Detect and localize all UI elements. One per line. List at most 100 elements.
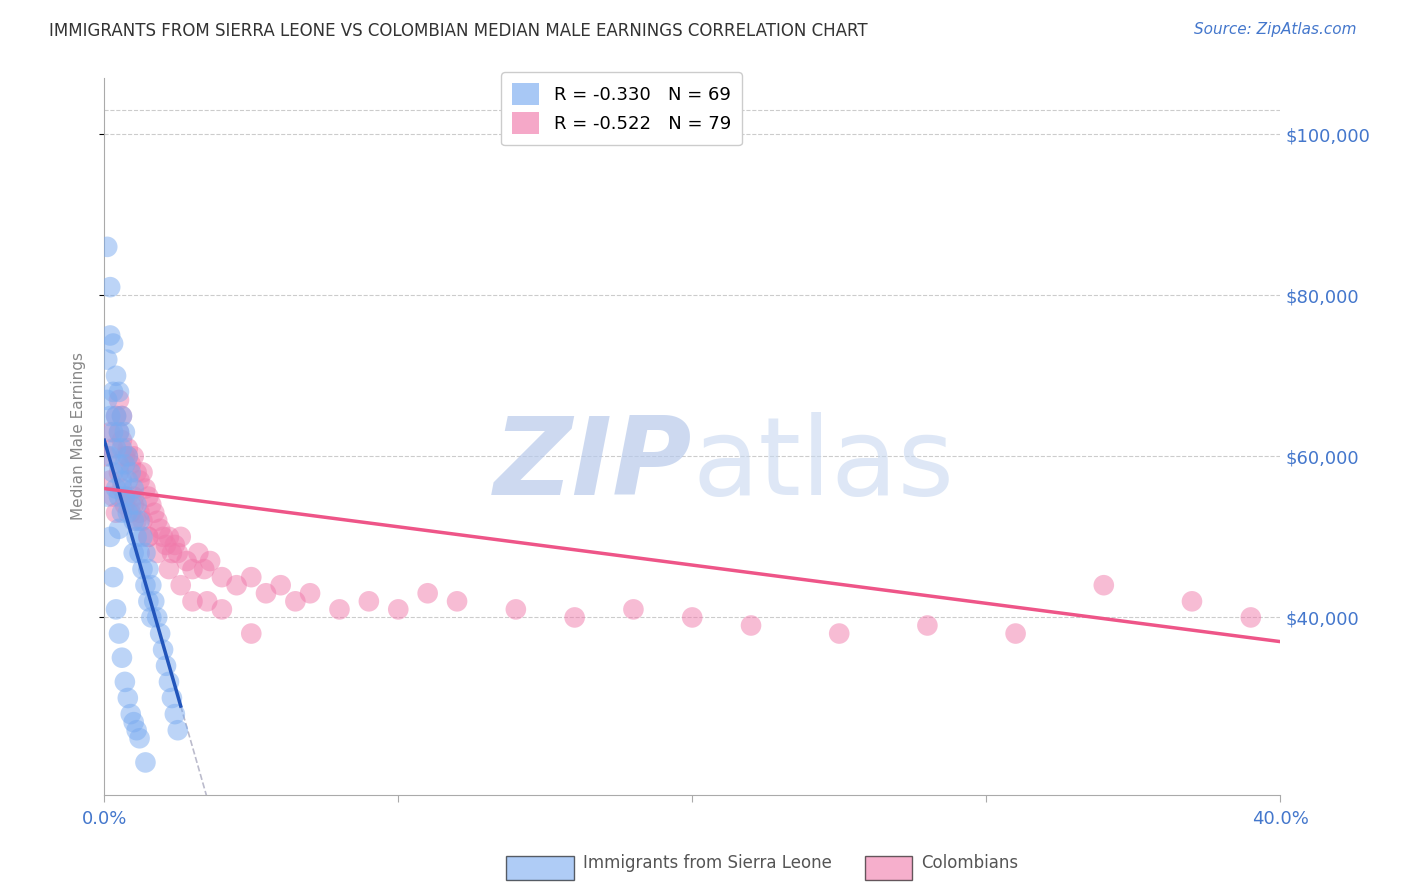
Point (141, 610, 163, 624)
Point (117, 450, 139, 464)
Point (114, 450, 136, 464)
Point (166, 723, 188, 738)
Point (111, 474, 134, 488)
Point (125, 514, 148, 528)
Point (170, 530, 193, 544)
Point (198, 554, 221, 568)
Text: Immigrants from Sierra Leone: Immigrants from Sierra Leone (583, 855, 832, 872)
Point (1240, 610, 1263, 624)
Point (387, 602, 409, 616)
Point (105, 409, 128, 423)
Point (101, 336, 124, 351)
Point (152, 530, 174, 544)
Point (117, 506, 139, 520)
Point (111, 434, 134, 448)
Point (108, 392, 131, 407)
Point (176, 554, 198, 568)
Point (1004, 626, 1026, 640)
Point (149, 626, 172, 640)
Point (105, 368, 128, 383)
Point (138, 530, 160, 544)
Point (98, 450, 121, 464)
Point (160, 691, 183, 706)
Point (108, 490, 131, 504)
Point (152, 642, 174, 657)
Point (131, 530, 153, 544)
Point (134, 546, 156, 560)
Point (163, 707, 186, 722)
Point (114, 674, 136, 689)
Point (163, 538, 186, 552)
Point (98, 530, 121, 544)
Point (101, 466, 124, 480)
Point (181, 594, 204, 608)
Point (195, 594, 218, 608)
Point (270, 578, 292, 592)
Point (623, 602, 645, 616)
Point (96, 240, 118, 254)
Point (149, 522, 172, 536)
Point (131, 466, 153, 480)
Point (564, 610, 586, 624)
Point (416, 586, 439, 600)
Point (240, 570, 263, 584)
Point (193, 562, 215, 576)
Point (146, 514, 169, 528)
Point (122, 498, 145, 512)
Y-axis label: Median Male Earnings: Median Male Earnings (72, 352, 86, 520)
Point (828, 626, 851, 640)
Text: Colombians: Colombians (921, 855, 1018, 872)
Point (357, 594, 380, 608)
Point (96, 450, 118, 464)
Point (114, 490, 136, 504)
Point (157, 530, 180, 544)
Point (111, 409, 134, 423)
Point (146, 546, 169, 560)
Point (128, 474, 150, 488)
Point (125, 530, 148, 544)
Point (105, 482, 128, 496)
Point (105, 409, 128, 423)
Text: ZIP: ZIP (494, 412, 692, 518)
Point (122, 450, 145, 464)
Point (114, 458, 136, 472)
Point (98, 474, 121, 488)
Point (122, 490, 145, 504)
Point (101, 442, 124, 456)
Text: atlas: atlas (692, 412, 955, 518)
Point (117, 474, 139, 488)
Point (120, 458, 142, 472)
Point (101, 490, 124, 504)
Point (125, 498, 148, 512)
Point (111, 409, 134, 423)
Point (211, 602, 233, 616)
Point (138, 490, 160, 504)
Point (122, 482, 145, 496)
Point (105, 442, 128, 456)
Point (117, 691, 139, 706)
Point (146, 610, 169, 624)
Point (240, 626, 263, 640)
Point (917, 618, 939, 632)
Point (101, 570, 124, 584)
Point (125, 723, 148, 738)
Point (111, 482, 134, 496)
Point (211, 570, 233, 584)
Point (108, 466, 131, 480)
Point (108, 425, 131, 439)
Point (108, 458, 131, 472)
Point (138, 562, 160, 576)
Point (105, 602, 128, 616)
Point (101, 425, 124, 439)
Point (120, 466, 142, 480)
Point (101, 384, 124, 399)
Point (122, 514, 145, 528)
Point (505, 602, 527, 616)
Point (98, 425, 121, 439)
Point (96, 392, 118, 407)
Point (108, 425, 131, 439)
Point (120, 707, 142, 722)
Point (128, 514, 150, 528)
Point (120, 506, 142, 520)
Point (96, 352, 118, 367)
